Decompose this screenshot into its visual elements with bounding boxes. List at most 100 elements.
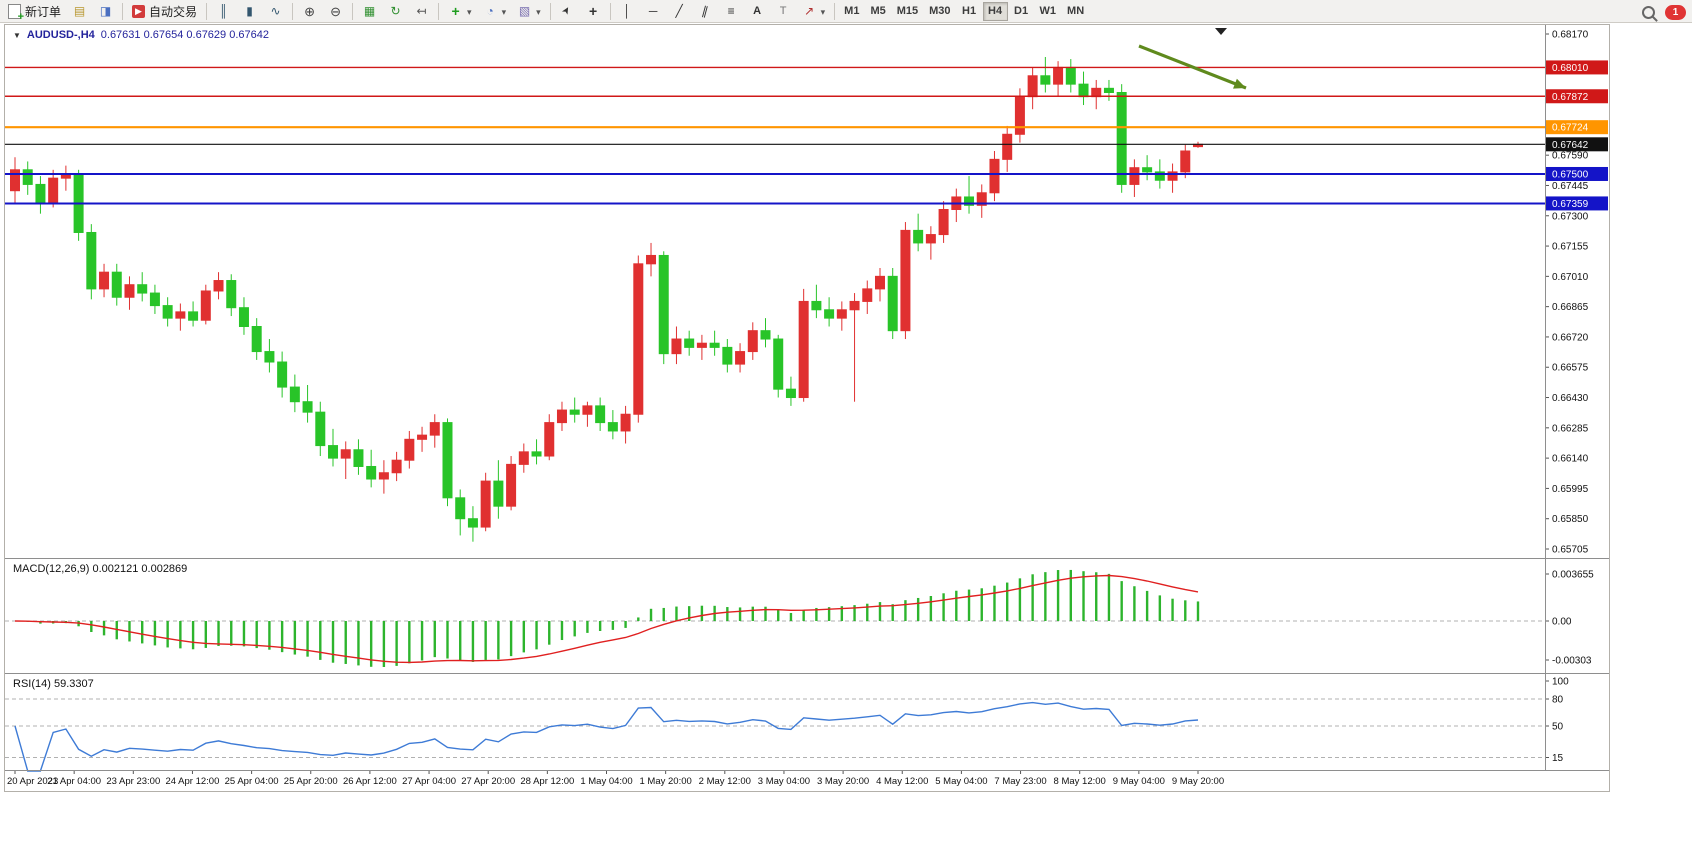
svg-text:0.003655: 0.003655 [1552, 570, 1594, 581]
toolbar-separator [609, 2, 611, 20]
svg-text:20 Apr 2023: 20 Apr 2023 [7, 776, 58, 787]
horizontal-line-button[interactable] [641, 1, 666, 21]
profiles-button[interactable] [93, 1, 118, 21]
svg-text:0.67590: 0.67590 [1552, 151, 1589, 162]
candlestick-chart-button[interactable] [237, 1, 262, 21]
svg-text:0.68170: 0.68170 [1552, 30, 1589, 41]
svg-text:15: 15 [1552, 753, 1564, 764]
svg-text:5 May 04:00: 5 May 04:00 [935, 776, 987, 787]
toolbar-separator [438, 2, 440, 20]
trendline-icon [672, 4, 687, 19]
svg-text:24 Apr 12:00: 24 Apr 12:00 [166, 776, 220, 787]
svg-text:4 May 12:00: 4 May 12:00 [876, 776, 928, 787]
templates-icon [517, 4, 532, 19]
svg-text:0.66140: 0.66140 [1552, 454, 1589, 465]
timeframe-button-h1[interactable]: H1 [957, 2, 982, 21]
svg-text:8 May 12:00: 8 May 12:00 [1054, 776, 1106, 787]
templates-button[interactable] [512, 1, 546, 21]
auto-trading-button[interactable]: 自动交易 [127, 1, 202, 21]
bar-chart-icon [216, 4, 231, 19]
arrows-button[interactable] [797, 1, 831, 21]
notification-badge[interactable]: 1 [1665, 4, 1686, 20]
arrow-shapes-icon [802, 4, 817, 19]
bar-chart-button[interactable] [211, 1, 236, 21]
vertical-line-button[interactable] [615, 1, 640, 21]
periods-button[interactable] [478, 1, 512, 21]
new-chart-icon [72, 4, 87, 19]
timeframe-button-m15[interactable]: M15 [892, 2, 923, 21]
search-icon[interactable] [1642, 5, 1655, 19]
timeframe-button-m1[interactable]: M1 [839, 2, 864, 21]
svg-text:0.66865: 0.66865 [1552, 302, 1589, 313]
ohlc-values-label: 0.67631 0.67654 0.67629 0.67642 [100, 29, 269, 41]
svg-text:50: 50 [1552, 722, 1564, 733]
timeframe-button-m5[interactable]: M5 [865, 2, 890, 21]
svg-text:80: 80 [1552, 695, 1564, 706]
svg-text:-0.00303: -0.00303 [1552, 656, 1592, 667]
timeframe-button-w1[interactable]: W1 [1035, 2, 1062, 21]
zoom-in-icon [302, 4, 317, 19]
cursor-icon [560, 4, 575, 19]
zoom-out-button[interactable] [323, 1, 348, 21]
toolbar-separator [122, 2, 124, 20]
crosshair-button[interactable] [581, 1, 606, 21]
tile-windows-button[interactable] [357, 1, 382, 21]
svg-text:7 May 23:00: 7 May 23:00 [994, 776, 1046, 787]
text-button[interactable] [745, 1, 770, 21]
channel-button[interactable] [693, 1, 718, 21]
svg-text:25 Apr 04:00: 25 Apr 04:00 [225, 776, 279, 787]
svg-text:0.67872: 0.67872 [1552, 92, 1589, 103]
chevron-down-icon [467, 4, 472, 18]
toolbar-separator [549, 2, 551, 20]
collapse-arrow-icon[interactable] [13, 29, 21, 41]
svg-text:RSI(14) 59.3307: RSI(14) 59.3307 [13, 678, 94, 690]
svg-text:0.66720: 0.66720 [1552, 332, 1589, 343]
new-order-label: 新订单 [25, 4, 62, 19]
text-label-icon [776, 4, 791, 19]
text-label-button[interactable] [771, 1, 796, 21]
svg-text:0.66285: 0.66285 [1552, 423, 1589, 434]
cursor-button[interactable] [555, 1, 580, 21]
line-chart-icon [268, 4, 283, 19]
svg-text:3 May 04:00: 3 May 04:00 [758, 776, 810, 787]
profiles-icon [98, 4, 113, 19]
svg-text:25 Apr 20:00: 25 Apr 20:00 [284, 776, 338, 787]
zoom-in-button[interactable] [297, 1, 322, 21]
chevron-down-icon [502, 4, 507, 18]
timeframe-button-h4[interactable]: H4 [982, 1, 1008, 21]
svg-text:2 May 12:00: 2 May 12:00 [699, 776, 751, 787]
new-order-icon [8, 3, 24, 23]
auto-trading-label: 自动交易 [149, 4, 198, 19]
svg-text:0.65850: 0.65850 [1552, 514, 1589, 525]
svg-text:0.67300: 0.67300 [1552, 211, 1589, 222]
svg-text:0.00: 0.00 [1552, 617, 1572, 628]
svg-text:1 May 20:00: 1 May 20:00 [640, 776, 692, 787]
chart-canvas[interactable]: 0.68170 0.67590 0.67445 0.67300 0.67155 0.670… [5, 25, 1609, 791]
chart-title-bar: AUDUSD-,H4 0.67631 0.67654 0.67629 0.676… [13, 29, 269, 41]
timeframe-button-m30[interactable]: M30 [924, 2, 955, 21]
auto-scroll-button[interactable] [383, 1, 408, 21]
timeframe-button-mn[interactable]: MN [1062, 2, 1089, 21]
toolbar-separator [206, 2, 208, 20]
timeframe-button-d1[interactable]: D1 [1009, 2, 1034, 21]
toolbar-separator [352, 2, 354, 20]
svg-text:0.67724: 0.67724 [1552, 123, 1589, 134]
horizontal-line-icon [646, 4, 661, 19]
svg-text:3 May 20:00: 3 May 20:00 [817, 776, 869, 787]
vertical-line-icon [620, 4, 635, 19]
toolbar-separator [292, 2, 294, 20]
fibonacci-button[interactable] [719, 1, 744, 21]
toolbar-separator [834, 2, 836, 20]
new-chart-button[interactable] [67, 1, 92, 21]
indicators-button[interactable] [443, 1, 477, 21]
svg-text:0.67445: 0.67445 [1552, 181, 1589, 192]
svg-text:0.66430: 0.66430 [1552, 393, 1589, 404]
window-top-right: 1 [1642, 3, 1686, 21]
chart-shift-button[interactable] [409, 1, 434, 21]
line-chart-button[interactable] [263, 1, 288, 21]
svg-text:23 Apr 23:00: 23 Apr 23:00 [106, 776, 160, 787]
new-order-button[interactable]: 新订单 [3, 1, 66, 23]
trendline-button[interactable] [667, 1, 692, 21]
svg-text:0.67155: 0.67155 [1552, 242, 1589, 253]
